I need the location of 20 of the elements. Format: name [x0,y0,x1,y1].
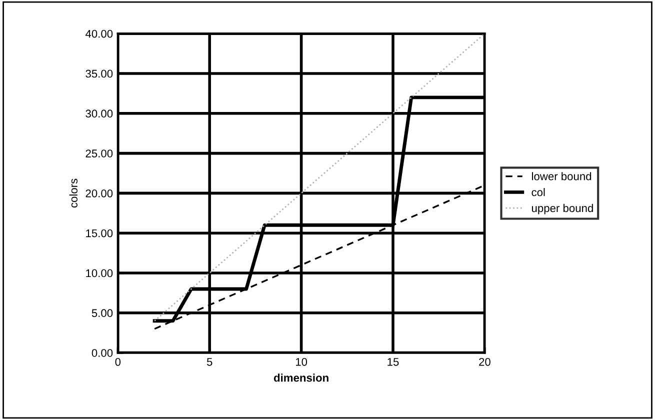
y-axis-title: colors [69,178,78,208]
x-axis-title: dimension [274,374,328,382]
legend-label: upper bound [532,204,593,214]
y-tick-label: 20.00 [86,189,113,198]
x-tick-label: 0 [115,358,121,366]
line-series [154,34,485,322]
y-tick-label: 10.00 [86,269,113,278]
x-tick-label: 5 [206,358,212,366]
y-tick-label: 0.00 [92,349,113,357]
y-tick-label: 40.00 [85,30,113,38]
x-tick-label: 10 [296,358,308,366]
y-tick-label: 35.00 [86,70,113,78]
legend-label: lower bound [532,172,592,180]
legend-label: col [532,188,545,196]
x-tick-label: 15 [388,358,399,366]
x-tick-label: 20 [479,358,490,366]
y-tick-label: 5.00 [92,309,113,318]
y-tick-label: 25.00 [86,150,113,158]
y-tick-label: 15.00 [86,229,113,238]
y-tick-label: 30.00 [86,110,113,118]
